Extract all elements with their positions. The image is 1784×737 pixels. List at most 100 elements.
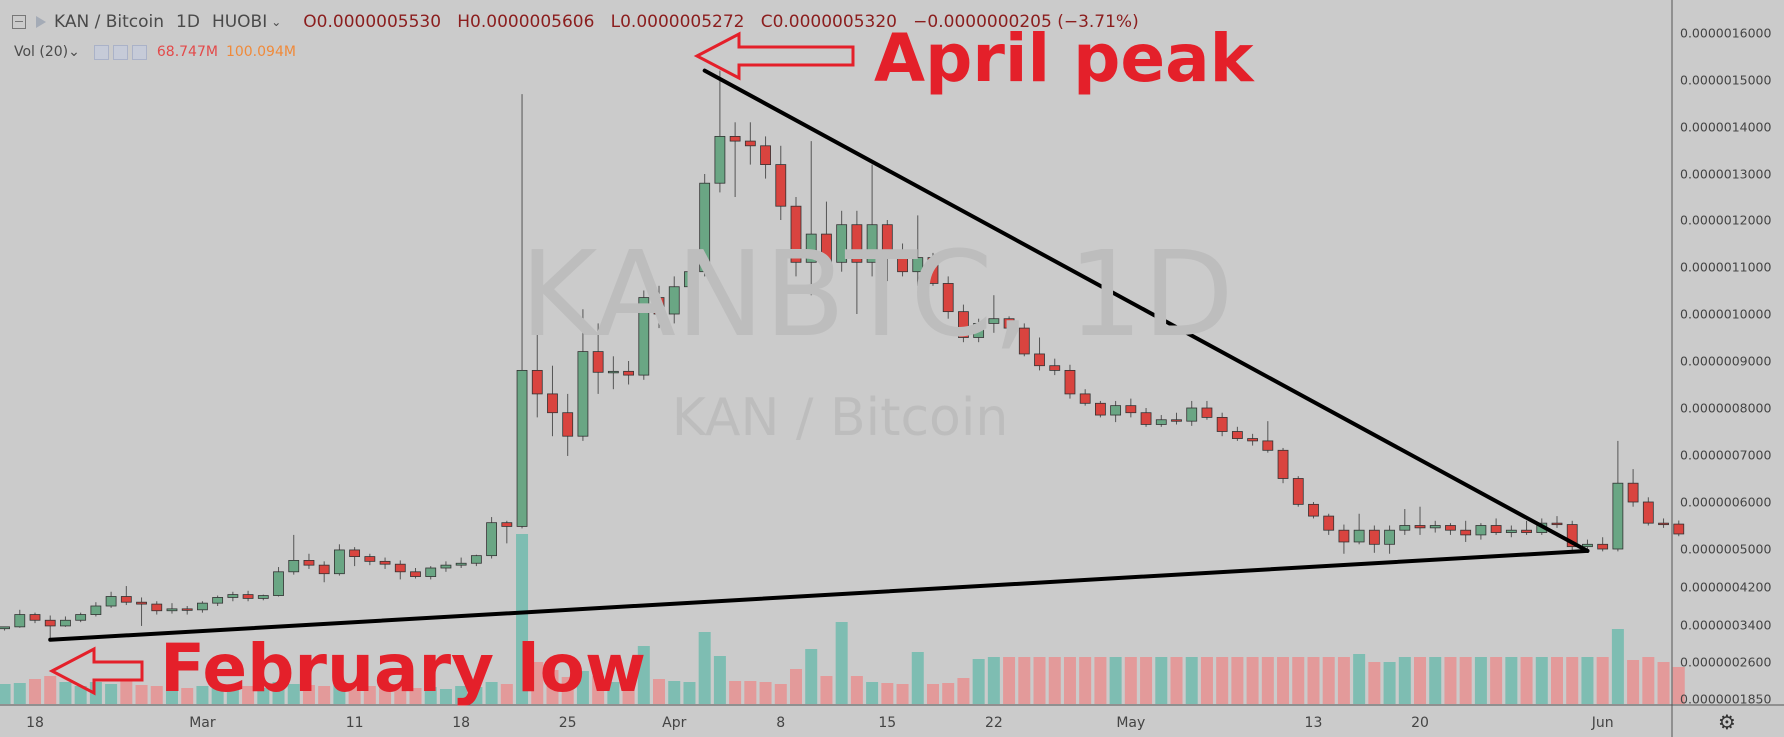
volume-bar bbox=[835, 622, 848, 704]
volume-bar bbox=[942, 683, 955, 704]
collapse-icon[interactable] bbox=[12, 15, 26, 29]
volume-bar bbox=[1200, 657, 1213, 704]
candle-body bbox=[1399, 525, 1411, 531]
eye-icon[interactable] bbox=[93, 44, 109, 60]
candle-body bbox=[1064, 369, 1076, 395]
volume-bar bbox=[302, 685, 315, 704]
candle-body bbox=[379, 560, 391, 565]
volume-bar bbox=[774, 684, 787, 704]
candle-body bbox=[684, 271, 695, 288]
volume-bar bbox=[1261, 657, 1274, 704]
candle-body bbox=[1445, 525, 1456, 531]
chevron-down-icon[interactable]: ⌄ bbox=[68, 44, 80, 60]
volume-bar bbox=[1337, 657, 1350, 704]
volume-bar bbox=[1094, 657, 1107, 704]
candle bbox=[1262, 421, 1274, 453]
candle-body bbox=[988, 318, 1000, 324]
ohlc-values: O0.0000005530 H0.0000005606 L0.000000527… bbox=[303, 12, 1139, 32]
candle bbox=[1627, 469, 1639, 507]
candle bbox=[1323, 513, 1335, 535]
volume-bar bbox=[805, 649, 818, 704]
candle-body bbox=[1292, 478, 1304, 505]
candle bbox=[1673, 520, 1685, 537]
candle bbox=[744, 122, 756, 165]
candle bbox=[729, 122, 741, 197]
candle-body bbox=[881, 224, 893, 258]
candle-body bbox=[1475, 525, 1487, 536]
volume-indicator-label[interactable]: Vol (20) bbox=[14, 44, 69, 60]
candle bbox=[1460, 520, 1472, 542]
volume-bar bbox=[455, 686, 468, 704]
gear-icon[interactable]: ⚙ bbox=[1718, 710, 1736, 734]
volume-bar bbox=[1307, 657, 1320, 704]
settings-icon[interactable] bbox=[112, 44, 128, 60]
y-tick-label: 0.0000015000 bbox=[1680, 72, 1772, 88]
candle-body bbox=[714, 135, 726, 184]
candle-body bbox=[775, 164, 787, 207]
candle-body bbox=[318, 564, 330, 575]
candle bbox=[1231, 426, 1243, 441]
volume-bar bbox=[165, 687, 178, 704]
watermark-ticker: KANBTC, 1D bbox=[520, 225, 1234, 363]
chevron-down-icon[interactable]: ⌄ bbox=[271, 15, 282, 29]
y-tick-label: 0.0000008000 bbox=[1680, 400, 1772, 416]
candle-body bbox=[1642, 501, 1654, 524]
y-tick-label: 0.0000002600 bbox=[1680, 654, 1772, 670]
candle bbox=[1384, 525, 1395, 554]
volume-bar bbox=[683, 682, 696, 704]
x-tick-label: 8 bbox=[776, 715, 786, 731]
candle-body bbox=[1018, 327, 1030, 355]
volume-bar bbox=[1505, 657, 1518, 704]
candle-body bbox=[486, 522, 498, 557]
candle bbox=[440, 561, 452, 572]
candle bbox=[1521, 520, 1532, 535]
volume-bar bbox=[1535, 657, 1548, 704]
candle bbox=[942, 276, 954, 319]
volume-ma-value: 100.094M bbox=[225, 44, 296, 60]
symbol-name[interactable]: KAN / Bitcoin bbox=[54, 12, 165, 32]
candle bbox=[410, 568, 421, 579]
candle bbox=[760, 136, 771, 179]
volume-bar bbox=[105, 684, 118, 704]
candle bbox=[1292, 476, 1304, 507]
x-tick-label: Apr bbox=[662, 715, 687, 731]
candle bbox=[881, 220, 893, 282]
candle-body bbox=[1551, 522, 1563, 526]
candle bbox=[1049, 358, 1061, 376]
candle-body bbox=[455, 562, 467, 566]
interval[interactable]: 1D bbox=[176, 12, 200, 32]
candle bbox=[1445, 523, 1456, 535]
candle-body bbox=[942, 283, 954, 313]
volume-bars bbox=[0, 534, 1685, 704]
candle-body bbox=[1505, 529, 1517, 533]
candle-body bbox=[1384, 529, 1395, 545]
volume-bar bbox=[1003, 657, 1016, 704]
candle-body bbox=[14, 614, 26, 628]
candle bbox=[699, 174, 711, 277]
y-tick-label: 0.0000012000 bbox=[1680, 212, 1772, 228]
volume-bar bbox=[1596, 657, 1609, 704]
volume-bar bbox=[0, 684, 11, 704]
candle bbox=[1597, 537, 1609, 552]
volume-bar bbox=[196, 686, 209, 704]
candle bbox=[1125, 398, 1137, 418]
candle bbox=[120, 586, 132, 606]
candle-body bbox=[1003, 318, 1015, 329]
volume-bar bbox=[409, 688, 422, 704]
candle bbox=[851, 210, 863, 314]
volume-bar bbox=[1048, 657, 1061, 704]
volume-bar bbox=[1231, 657, 1244, 704]
candle-body bbox=[668, 286, 680, 315]
volume-bar bbox=[59, 682, 72, 704]
candle-body bbox=[151, 603, 163, 612]
volume-bar bbox=[1292, 657, 1305, 704]
y-tick-label: 0.0000014000 bbox=[1680, 119, 1772, 135]
candle-body bbox=[1460, 529, 1472, 536]
candle-body bbox=[0, 626, 10, 630]
candle bbox=[379, 557, 391, 569]
close-icon[interactable] bbox=[131, 44, 147, 60]
volume-bar bbox=[257, 688, 270, 704]
volume-bar bbox=[1474, 657, 1487, 704]
volume-bar bbox=[135, 685, 148, 704]
